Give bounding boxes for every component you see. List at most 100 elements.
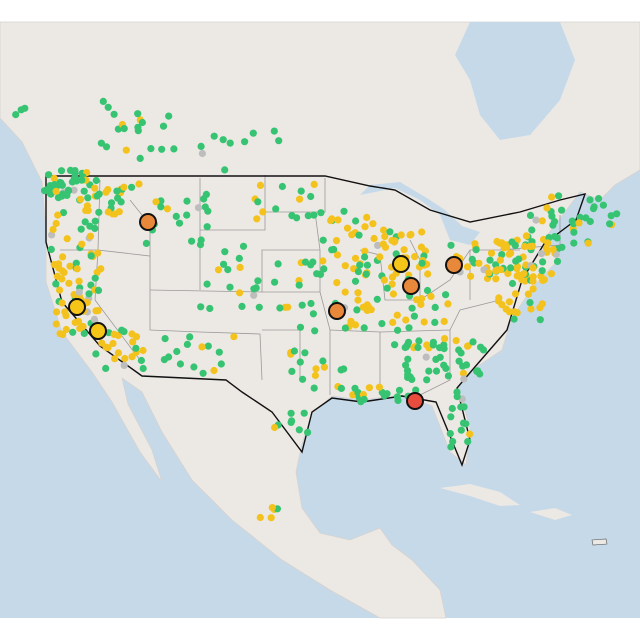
station-marker: [301, 258, 310, 266]
station-marker: [111, 210, 119, 218]
station-marker: [510, 315, 518, 323]
station-marker: [12, 111, 20, 119]
station-marker: [118, 326, 126, 334]
station-marker: [380, 226, 388, 234]
highlight-marker: [68, 298, 86, 316]
station-marker: [142, 239, 150, 247]
station-marker: [121, 354, 129, 363]
station-marker: [355, 231, 363, 239]
station-marker: [542, 244, 551, 252]
station-marker: [69, 328, 77, 336]
station-marker: [236, 263, 244, 271]
station-marker: [423, 376, 431, 384]
station-marker: [200, 195, 208, 203]
station-marker: [183, 211, 191, 219]
station-marker: [114, 194, 122, 202]
station-marker: [62, 325, 70, 334]
station-marker: [432, 355, 440, 363]
station-marker: [420, 318, 428, 326]
station-marker: [394, 396, 402, 405]
station-marker: [526, 242, 534, 251]
station-marker: [402, 343, 410, 351]
station-marker: [586, 217, 594, 226]
highlight-marker: [402, 277, 420, 295]
station-marker: [436, 344, 444, 352]
station-marker: [457, 349, 465, 357]
station-marker: [80, 329, 88, 337]
station-marker: [455, 357, 463, 365]
station-marker: [128, 330, 136, 338]
station-marker: [139, 346, 147, 355]
station-marker: [45, 171, 53, 179]
station-marker: [363, 213, 371, 221]
station-marker: [199, 369, 207, 377]
station-marker: [256, 181, 265, 189]
station-marker: [312, 365, 320, 373]
station-marker: [210, 366, 218, 375]
station-marker: [485, 269, 493, 277]
station-marker: [417, 243, 425, 251]
station-marker: [375, 383, 383, 391]
station-marker: [361, 253, 369, 261]
station-marker: [52, 280, 60, 288]
station-marker: [513, 309, 521, 317]
station-marker: [254, 198, 262, 206]
station-marker: [373, 295, 381, 303]
station-marker: [341, 324, 349, 332]
station-marker: [548, 193, 556, 201]
station-marker: [135, 180, 143, 188]
station-marker: [198, 343, 206, 351]
station-marker: [172, 212, 180, 220]
station-marker: [220, 260, 228, 268]
station-marker: [183, 197, 191, 205]
station-marker: [476, 370, 484, 378]
station-marker: [538, 267, 546, 275]
station-marker: [134, 110, 142, 118]
station-marker: [429, 341, 437, 349]
station-marker: [73, 265, 81, 273]
station-marker: [78, 240, 86, 248]
station-marker: [538, 217, 546, 225]
station-marker: [412, 386, 420, 394]
station-marker: [217, 360, 225, 368]
station-marker: [427, 292, 435, 300]
station-marker: [50, 174, 58, 182]
station-marker: [547, 270, 556, 278]
station-marker: [528, 226, 536, 234]
station-marker: [444, 300, 452, 308]
station-marker: [568, 217, 576, 225]
station-marker: [408, 304, 416, 312]
station-marker: [498, 301, 506, 309]
station-marker: [186, 333, 194, 341]
station-marker: [194, 204, 203, 212]
station-marker: [309, 310, 317, 318]
gulf-of-california: [130, 390, 168, 460]
cuba: [440, 484, 520, 506]
station-marker: [92, 307, 100, 315]
station-marker: [351, 277, 360, 285]
station-marker: [128, 183, 136, 191]
station-marker: [296, 358, 304, 366]
station-marker: [197, 142, 205, 150]
station-marker: [76, 195, 85, 203]
station-marker: [77, 225, 85, 233]
station-marker: [462, 361, 471, 369]
station-marker: [507, 264, 515, 272]
highlight-marker: [392, 255, 410, 273]
station-marker: [65, 279, 73, 287]
station-marker: [48, 231, 56, 239]
station-marker: [288, 417, 296, 425]
station-marker: [553, 234, 561, 242]
station-marker: [599, 201, 608, 209]
station-marker: [543, 204, 551, 212]
station-marker: [507, 249, 515, 257]
station-marker: [275, 137, 283, 145]
station-marker: [109, 339, 117, 348]
station-marker: [432, 367, 441, 375]
station-marker: [348, 231, 356, 239]
station-marker: [284, 303, 292, 311]
station-marker: [511, 290, 520, 298]
station-marker: [492, 275, 500, 283]
station-marker: [340, 365, 348, 373]
